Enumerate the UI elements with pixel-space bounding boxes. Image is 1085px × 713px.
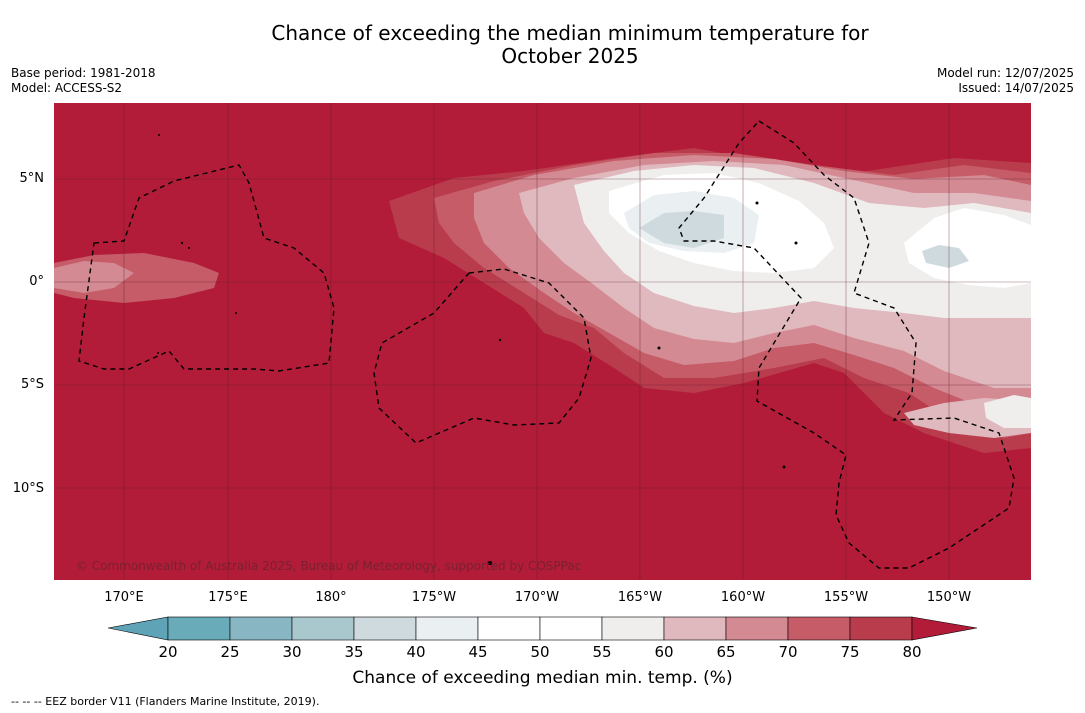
model-text: Model: ACCESS-S2 [11, 81, 123, 95]
colorbar [107, 616, 978, 648]
base-period-text: Base period: 1981-2018 [11, 66, 156, 80]
title-line-1: Chance of exceeding the median minimum t… [271, 21, 869, 45]
colorbar-bin-35-40 [353, 616, 417, 641]
colorbar-low-arrow [107, 616, 169, 641]
map-copyright: © Commonwealth of Australia 2025, Bureau… [76, 559, 581, 573]
colorbar-bin-70-75 [787, 616, 851, 641]
colorbar-bin-60-65 [663, 616, 727, 641]
probability-contours [54, 148, 1031, 453]
colorbar-bin-20-25 [167, 616, 231, 641]
contour-40 [639, 211, 724, 248]
model-run-text: Model run: 12/07/2025 [936, 66, 1074, 80]
lon-label-175e: 175°E [208, 590, 248, 605]
lat-label-5n: 5°N [19, 171, 45, 186]
colorbar-tick-65: 65 [716, 643, 736, 661]
contour-50b [904, 208, 1031, 288]
colorbar-tick-20: 20 [158, 643, 178, 661]
gridlines [54, 103, 1031, 580]
lon-label-170w: 170°W [514, 590, 560, 605]
lat-label-5s: 5°S [20, 377, 44, 392]
colorbar-tick-75: 75 [840, 643, 860, 661]
contour-west-65 [54, 261, 134, 293]
colorbar-bin-55-60 [601, 616, 665, 641]
lon-label-150w: 150°W [926, 590, 972, 605]
lat-label-10s: 10°S [12, 481, 44, 496]
title-line-2: October 2025 [501, 44, 639, 68]
meta-left: Base period: 1981-2018 Model: ACCESS-S2 [11, 66, 156, 96]
colorbar-tick-30: 30 [282, 643, 302, 661]
map-svg: © Commonwealth of Australia 2025, Bureau… [54, 103, 1031, 580]
lon-label-180: 180° [315, 590, 347, 605]
colorbar-bin-25-30 [229, 616, 293, 641]
eez-footnote: -- -- -- EEZ border V11 (Flanders Marine… [11, 695, 320, 708]
eez-borders [78, 120, 1015, 569]
colorbar-bin-40-45 [415, 616, 479, 641]
colorbar-bin-30-35 [291, 616, 355, 641]
lat-label-0: 0° [29, 274, 44, 289]
colorbar-bin-75-80 [849, 616, 913, 641]
lon-label-170e: 170°E [104, 590, 144, 605]
meta-right: Model run: 12/07/2025 Issued: 14/07/2025 [937, 66, 1074, 96]
colorbar-tick-50: 50 [530, 643, 550, 661]
lon-label-160w: 160°W [720, 590, 766, 605]
colorbar-title: Chance of exceeding median min. temp. (%… [352, 668, 733, 688]
forecast-map: © Commonwealth of Australia 2025, Bureau… [54, 103, 1031, 580]
colorbar-tick-40: 40 [406, 643, 426, 661]
colorbar-tick-60: 60 [654, 643, 674, 661]
eez-border-kiribati-line [678, 120, 1015, 569]
colorbar-bin-45-50 [477, 616, 541, 641]
islands [157, 134, 798, 565]
colorbar-svg [107, 616, 978, 641]
colorbar-bin-50-55 [539, 616, 603, 641]
lon-label-165w: 165°W [617, 590, 663, 605]
chart-title: Chance of exceeding the median minimum t… [0, 22, 1085, 68]
colorbar-tick-25: 25 [220, 643, 240, 661]
colorbar-high-arrow [911, 616, 978, 641]
lon-label-175w: 175°W [411, 590, 457, 605]
contour-east-55 [984, 395, 1031, 428]
contour-40b [922, 245, 969, 268]
colorbar-tick-80: 80 [902, 643, 922, 661]
issued-text: Issued: 14/07/2025 [958, 81, 1074, 95]
colorbar-bin-65-70 [725, 616, 789, 641]
colorbar-tick-35: 35 [344, 643, 364, 661]
colorbar-tick-55: 55 [592, 643, 612, 661]
colorbar-tick-45: 45 [468, 643, 488, 661]
colorbar-tick-70: 70 [778, 643, 798, 661]
lon-label-155w: 155°W [823, 590, 869, 605]
eez-border-kiribati-phoenix [373, 268, 592, 444]
